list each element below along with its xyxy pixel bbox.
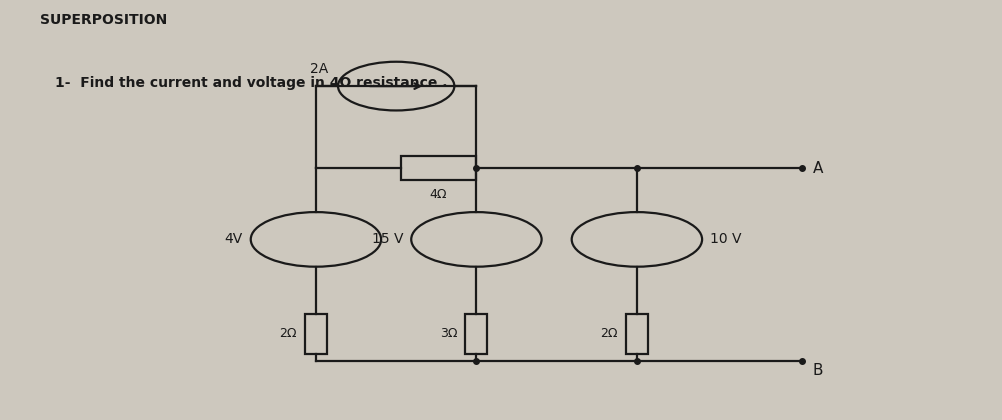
Text: 2Ω: 2Ω bbox=[280, 328, 297, 340]
Bar bbox=[625, 314, 647, 354]
Text: 15 V: 15 V bbox=[372, 232, 403, 247]
Text: 10 V: 10 V bbox=[709, 232, 740, 247]
Text: 1-  Find the current and voltage in 4Ω resistance .: 1- Find the current and voltage in 4Ω re… bbox=[55, 76, 447, 89]
Text: A: A bbox=[812, 160, 822, 176]
Text: 2Ω: 2Ω bbox=[600, 328, 617, 340]
Bar bbox=[401, 157, 476, 180]
Bar bbox=[465, 314, 487, 354]
Text: 3Ω: 3Ω bbox=[440, 328, 457, 340]
Text: 4Ω: 4Ω bbox=[429, 188, 447, 201]
Bar bbox=[305, 314, 327, 354]
Text: 4V: 4V bbox=[224, 232, 242, 247]
Text: SUPERPOSITION: SUPERPOSITION bbox=[40, 13, 167, 26]
Text: B: B bbox=[812, 363, 822, 378]
Text: 2A: 2A bbox=[310, 62, 328, 76]
